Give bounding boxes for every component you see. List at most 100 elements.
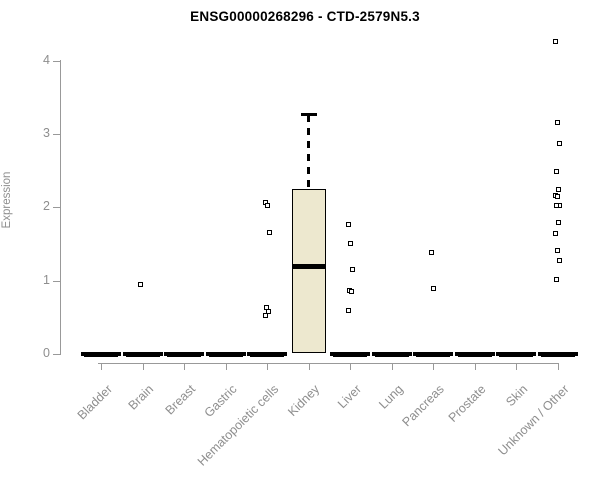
y-axis-tick [53,280,60,282]
chart-title: ENSG00000268296 - CTD-2579N5.3 [190,9,420,24]
outlier-point [265,308,271,314]
zero-expression-bar [333,351,367,357]
outlier-point [556,186,561,192]
outlier-point [349,267,355,273]
zero-expression-bar [499,351,533,357]
zero-bar-endpoint [81,352,85,356]
outlier-point [554,203,559,209]
x-axis-tick [557,363,559,370]
x-axis-tick [225,363,227,370]
zero-bar-endpoint [413,352,417,356]
outlier-point [348,289,354,295]
outlier-point [555,119,560,125]
x-category-label: Breast [162,382,198,418]
y-tick-label: 1 [43,272,50,287]
y-axis-label: Expression [1,171,13,229]
zero-bar-endpoint [283,352,287,356]
outlier-point [554,276,559,282]
outlier-point [555,193,560,199]
x-category-label: Prostate [445,382,489,425]
zero-bar-endpoint [371,352,376,356]
x-axis-tick [101,363,102,370]
zero-bar-endpoint [532,352,536,356]
median-line [291,264,326,270]
zero-bar-endpoint [247,352,251,356]
zero-bar-endpoint [330,352,334,356]
zero-bar-endpoint [449,352,453,356]
outlier-point [430,285,436,291]
zero-bar-endpoint [200,352,204,356]
x-category-label: Lung [375,382,406,412]
box-iqr [291,189,326,354]
zero-bar-endpoint [158,352,163,356]
x-category-label: Skin [502,382,530,410]
zero-expression-bar [125,351,160,357]
y-axis-tick [53,354,60,355]
y-axis-tick [53,60,60,62]
outlier-point [347,240,353,246]
x-category-label: Kidney [285,382,323,419]
x-axis-tick [142,363,144,370]
y-tick-label: 0 [43,346,50,360]
x-axis-tick [474,363,476,370]
upper-whisker [307,115,310,189]
x-axis-tick [433,363,434,370]
y-tick-label: 2 [43,199,50,214]
outlier-point [557,258,562,264]
x-axis-line [98,363,558,365]
zero-bar-endpoint [407,352,412,356]
zero-expression-bar [374,351,409,357]
x-category-label: Brain [125,382,157,413]
outlier-point [557,141,562,147]
y-axis-tick [53,134,60,135]
x-axis-tick [391,363,393,370]
x-axis-tick [184,363,185,370]
x-category-label: Gastric [201,382,240,420]
outlier-point [345,222,351,228]
zero-bar-endpoint [537,352,542,356]
outlier-point [554,168,559,174]
zero-bar-endpoint [117,352,121,356]
y-axis-line [60,60,62,355]
zero-expression-bar [84,351,118,357]
x-axis-tick [516,363,517,370]
zero-expression-bar [208,351,243,357]
zero-bar-endpoint [122,352,127,356]
zero-bar-endpoint [490,352,495,356]
whisker-cap [300,113,317,116]
zero-bar-endpoint [205,352,210,356]
y-tick-label: 4 [43,52,50,67]
x-category-label: Bladder [74,382,115,423]
zero-expression-bar [457,351,492,357]
y-tick-label: 3 [43,126,50,140]
outlier-point [138,281,143,287]
outlier-point [428,250,434,256]
zero-expression-bar [540,351,575,357]
y-axis-tick [53,207,60,209]
x-category-label: Liver [334,382,364,412]
outlier-point [266,229,272,235]
outlier-point [553,230,558,236]
x-category-label: Pancreas [399,382,447,430]
outlier-point [556,219,561,225]
zero-bar-endpoint [573,352,578,356]
x-category-label: Unknown / Other [495,382,572,459]
zero-bar-endpoint [496,352,500,356]
outlier-point [553,39,558,45]
zero-bar-endpoint [454,352,459,356]
zero-bar-endpoint [241,352,246,356]
zero-bar-endpoint [366,352,370,356]
x-axis-tick [350,363,351,370]
x-category-label: Hematopoietic cells [194,382,281,469]
x-axis-tick [308,363,310,370]
zero-expression-bar [250,351,284,357]
outlier-point [345,307,351,313]
zero-bar-endpoint [164,352,168,356]
zero-expression-bar [416,351,450,357]
outlier-point [555,248,560,254]
outlier-point [264,203,270,209]
x-axis-tick [267,363,268,370]
zero-expression-bar [167,351,201,357]
outlier-point [262,312,268,318]
